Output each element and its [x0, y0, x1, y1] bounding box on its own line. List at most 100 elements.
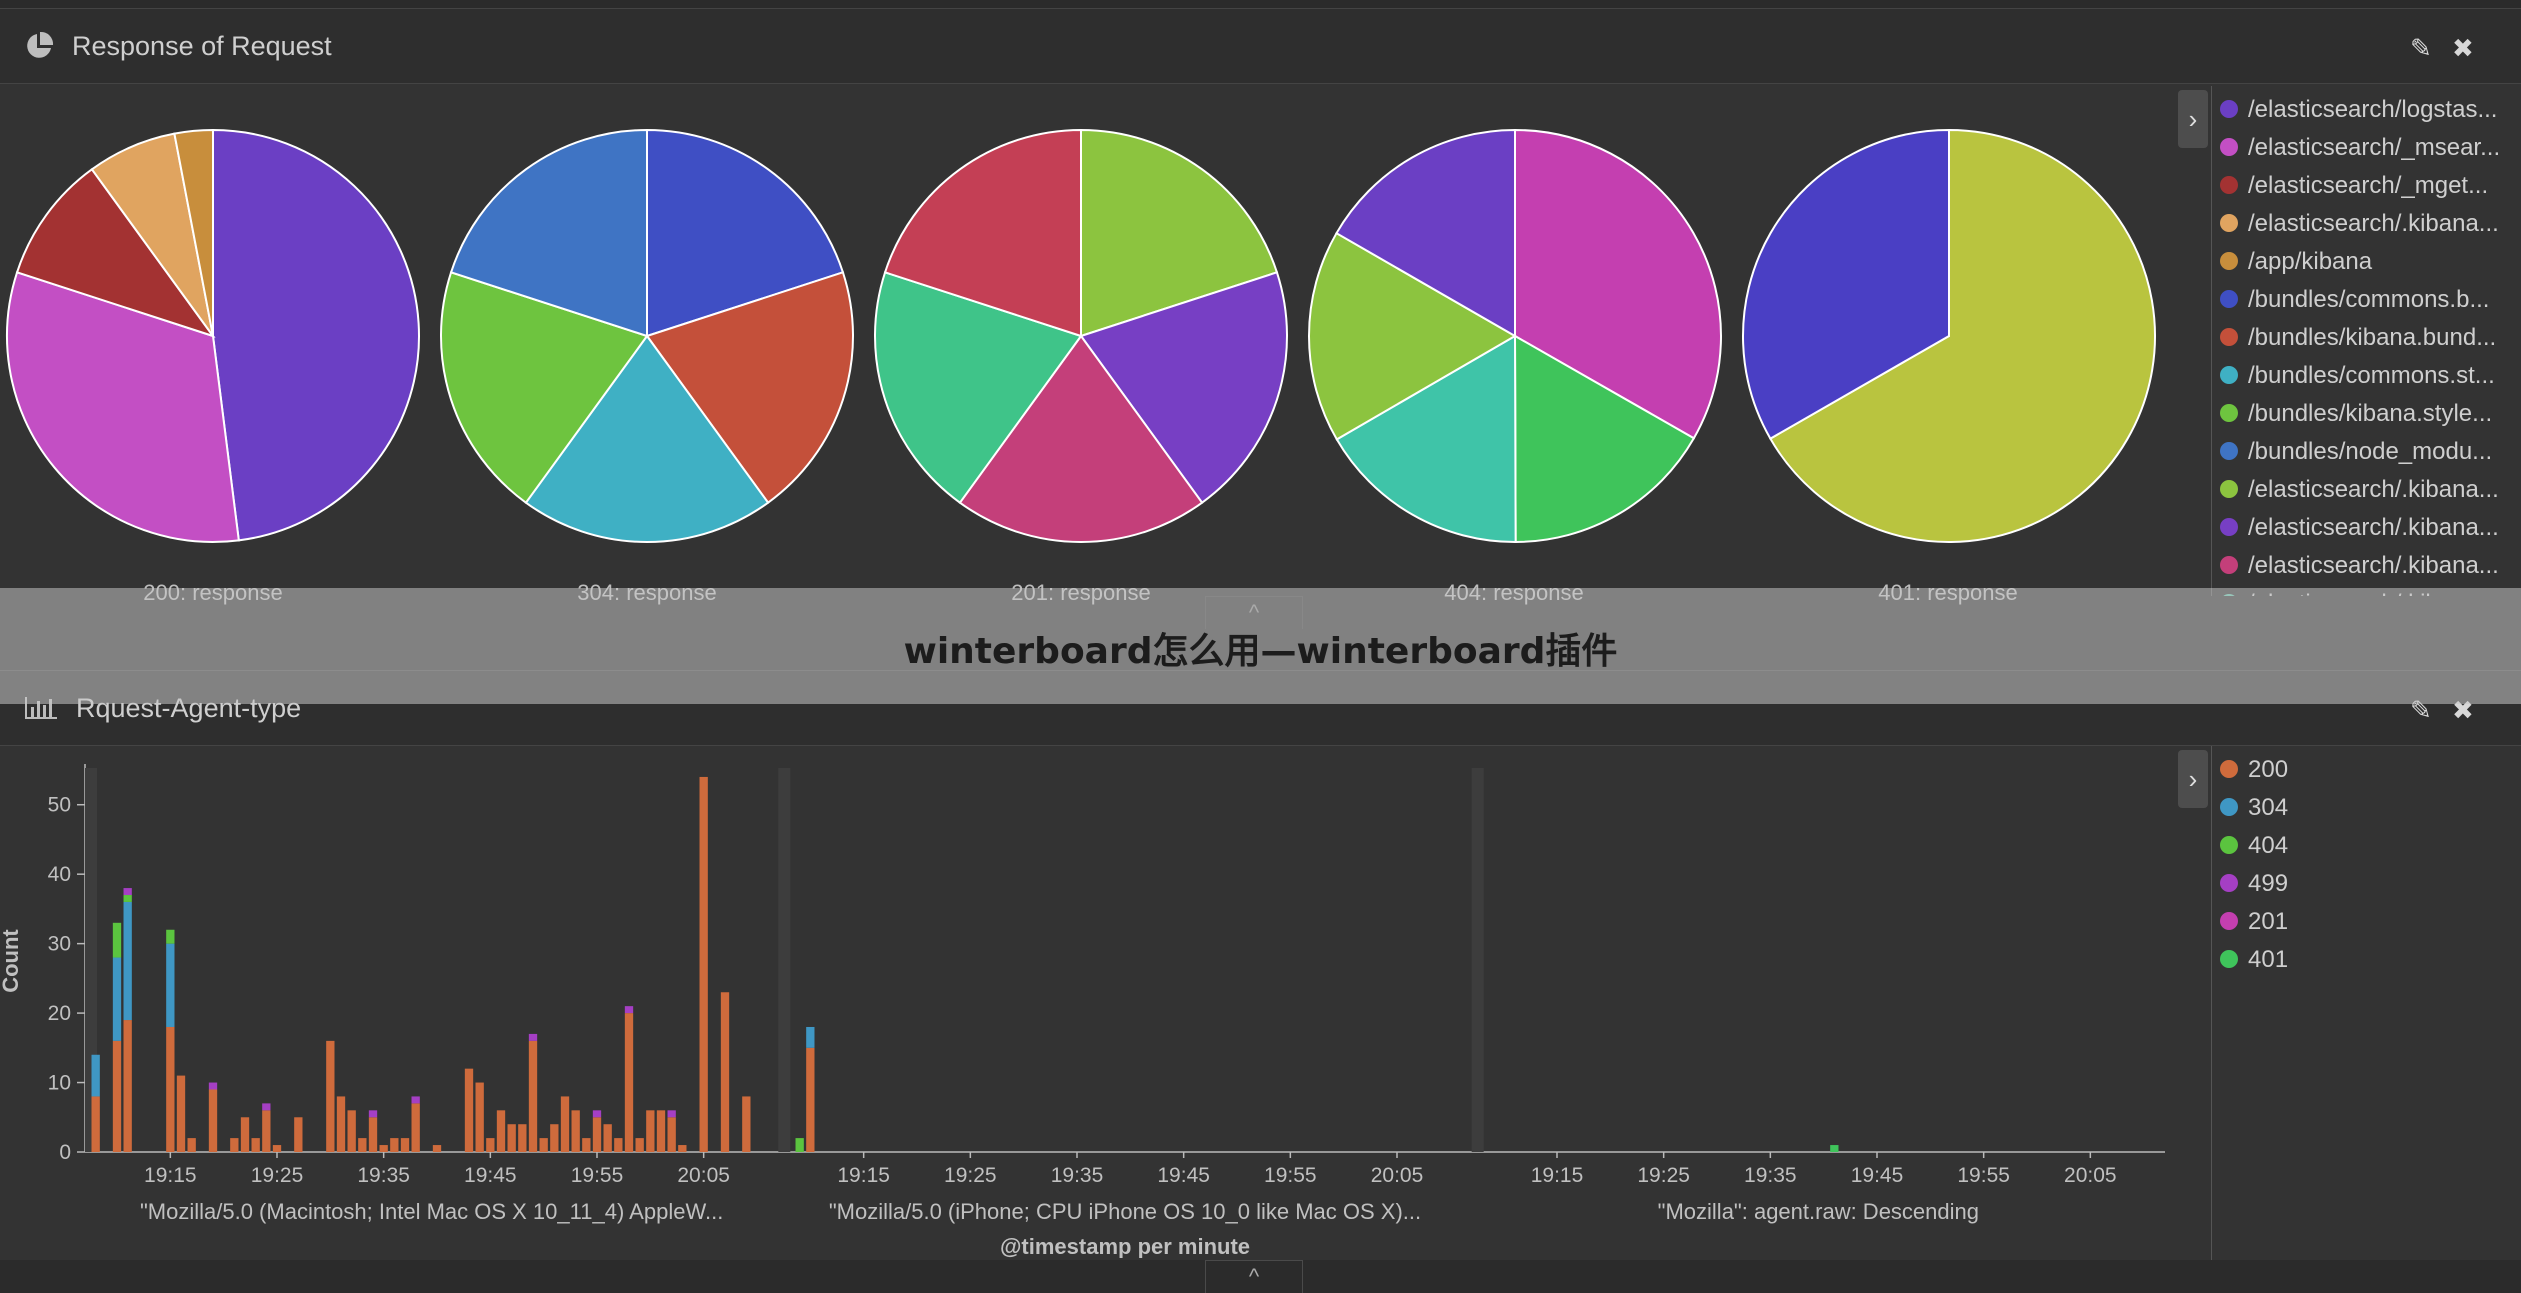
legend-item[interactable]: /elasticsearch/.kibana... — [2220, 552, 2499, 588]
legend-item[interactable]: 201 — [2220, 908, 2288, 944]
bar-segment[interactable] — [347, 1110, 356, 1152]
bar-segment[interactable] — [795, 1138, 804, 1152]
bar-segment[interactable] — [390, 1138, 399, 1152]
bar-segment[interactable] — [635, 1138, 644, 1152]
legend-item[interactable]: /elasticsearch/.kibana... — [2220, 476, 2499, 512]
bar-segment[interactable] — [475, 1082, 484, 1152]
collapse-caret[interactable]: ^ — [1205, 596, 1303, 629]
legend-item[interactable]: 499 — [2220, 870, 2288, 906]
bar-segment[interactable] — [742, 1096, 751, 1152]
bar-segment[interactable] — [720, 992, 730, 1152]
pie-slice[interactable] — [1513, 334, 1696, 544]
bar-segment[interactable] — [432, 1145, 442, 1152]
bar-segment[interactable] — [230, 1138, 239, 1152]
pie-slice[interactable] — [958, 334, 1204, 543]
pie-slice[interactable] — [1080, 128, 1279, 338]
pie-slice[interactable] — [449, 128, 648, 338]
bar-segment[interactable] — [411, 1103, 420, 1152]
bar-segment[interactable] — [518, 1124, 527, 1152]
bar-segment[interactable] — [667, 1117, 676, 1152]
bar-segment[interactable] — [400, 1138, 410, 1152]
pie-slice[interactable] — [1514, 128, 1722, 440]
pie-slice[interactable] — [1742, 128, 1950, 440]
bar-segment[interactable] — [464, 1068, 474, 1152]
legend-item[interactable]: /bundles/node_modu... — [2220, 438, 2492, 474]
bar-segment[interactable] — [486, 1138, 495, 1152]
bar-segment[interactable] — [123, 888, 132, 896]
bar-segment[interactable] — [123, 901, 132, 1021]
legend-item[interactable]: 401 — [2220, 946, 2288, 982]
legend-toggle-button[interactable]: › — [2178, 750, 2208, 808]
legend-item[interactable]: 304 — [2220, 794, 2288, 830]
bar-segment[interactable] — [112, 957, 122, 1041]
bar-segment[interactable] — [806, 1047, 815, 1152]
pie-slice[interactable] — [1308, 231, 1517, 441]
bar-segment[interactable] — [550, 1124, 559, 1152]
bar-segment[interactable] — [166, 929, 175, 944]
legend-item[interactable]: /elasticsearch/.kibana... — [2220, 514, 2499, 550]
bar-segment[interactable] — [262, 1103, 271, 1111]
pie-slice[interactable] — [874, 271, 1083, 505]
bar-segment[interactable] — [208, 1089, 218, 1152]
bar-segment[interactable] — [603, 1124, 612, 1152]
bar-segment[interactable] — [272, 1145, 282, 1152]
bar-segment[interactable] — [592, 1117, 602, 1152]
bar-segment[interactable] — [656, 1110, 666, 1152]
bar-segment[interactable] — [678, 1145, 687, 1152]
bar-segment[interactable] — [592, 1110, 602, 1118]
bar-segment[interactable] — [262, 1110, 271, 1152]
bar-segment[interactable] — [251, 1138, 260, 1152]
pie-slice[interactable] — [440, 271, 649, 505]
bar-segment[interactable] — [123, 1020, 132, 1152]
legend-item[interactable]: /bundles/commons.b... — [2220, 286, 2489, 322]
legend-item[interactable]: 404 — [2220, 832, 2288, 868]
pie-slice[interactable] — [883, 128, 1082, 338]
bar-segment[interactable] — [166, 943, 175, 1027]
legend-item[interactable]: 200 — [2220, 756, 2288, 792]
bar-segment[interactable] — [358, 1138, 367, 1152]
bar-segment[interactable] — [112, 1040, 122, 1152]
bar-segment[interactable] — [368, 1117, 378, 1152]
legend-item[interactable]: /elasticsearch/_mget... — [2220, 172, 2488, 208]
bar-segment[interactable] — [528, 1040, 538, 1152]
bar-segment[interactable] — [624, 1013, 634, 1152]
legend-item[interactable]: /bundles/kibana.bund... — [2220, 324, 2496, 360]
bar-segment[interactable] — [528, 1033, 538, 1041]
bar-segment[interactable] — [806, 1026, 815, 1048]
bar-segment[interactable] — [582, 1138, 591, 1152]
legend-item[interactable]: /app/kibana — [2220, 248, 2372, 284]
pie-slice[interactable] — [646, 128, 845, 338]
bar-segment[interactable] — [667, 1110, 676, 1118]
bar-segment[interactable] — [240, 1117, 250, 1152]
legend-toggle-button[interactable]: › — [2178, 90, 2208, 148]
close-icon[interactable]: ✖ — [2452, 33, 2474, 63]
pie-slice[interactable] — [1079, 271, 1288, 505]
bar-segment[interactable] — [1830, 1145, 1839, 1152]
pie-slice[interactable] — [173, 128, 214, 337]
legend-item[interactable]: /elasticsearch/logstas... — [2220, 96, 2497, 132]
legend-item[interactable]: /bundles/commons.st... — [2220, 362, 2495, 398]
pencil-icon[interactable]: ✎ — [2410, 33, 2432, 63]
collapse-caret[interactable]: ^ — [1205, 1260, 1303, 1293]
bar-segment[interactable] — [112, 922, 122, 958]
bar-segment[interactable] — [176, 1075, 186, 1152]
legend-item[interactable]: /bundles/kibana.style... — [2220, 400, 2492, 436]
bar-segment[interactable] — [496, 1110, 506, 1152]
pie-slice[interactable] — [1335, 334, 1517, 543]
bar-segment[interactable] — [166, 1026, 175, 1152]
pie-slice[interactable] — [1335, 128, 1516, 338]
legend-item[interactable]: /elasticsearch/.kibana... — [2220, 210, 2499, 246]
bar-segment[interactable] — [614, 1138, 623, 1152]
bar-segment[interactable] — [294, 1117, 303, 1152]
bar-segment[interactable] — [560, 1096, 570, 1152]
bar-segment[interactable] — [507, 1124, 516, 1152]
pie-slice[interactable] — [6, 271, 240, 543]
bar-segment[interactable] — [91, 1054, 100, 1097]
bar-segment[interactable] — [571, 1110, 580, 1152]
bar-segment[interactable] — [336, 1096, 346, 1152]
bar-segment[interactable] — [699, 776, 708, 1152]
bar-segment[interactable] — [368, 1110, 378, 1118]
bar-segment[interactable] — [208, 1082, 218, 1090]
bar-segment[interactable] — [379, 1145, 388, 1152]
pie-slice[interactable] — [524, 334, 770, 544]
